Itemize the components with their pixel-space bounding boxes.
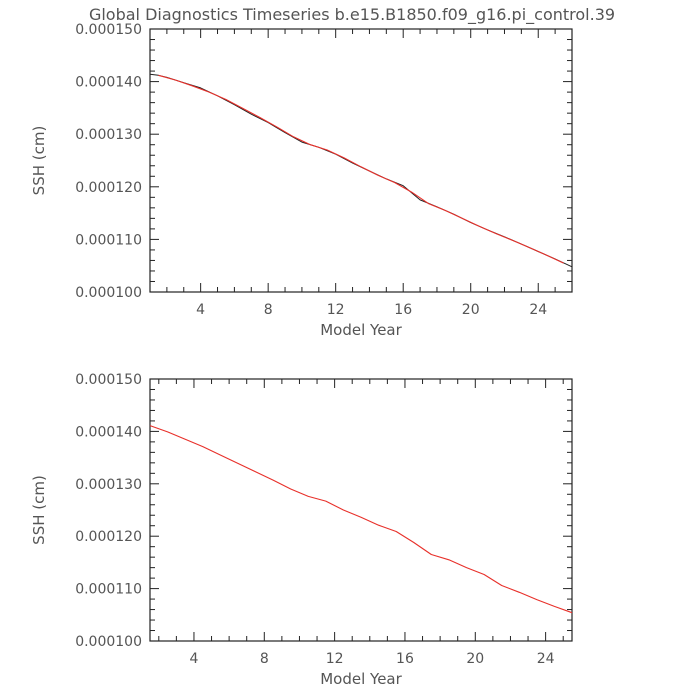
plot-frame <box>149 28 573 293</box>
y-tick-label: 0.000100 <box>75 285 142 301</box>
series-line-monthly <box>149 73 573 268</box>
x-tick-label: 20 <box>466 651 484 667</box>
x-tick-label: 16 <box>394 302 412 318</box>
x-tick-label: 8 <box>260 651 269 667</box>
y-tick-label: 0.000150 <box>75 372 142 388</box>
chart-panel-2: 4 8 12 16 20 24 0.000100 0.000110 0.000120 0.0001… <box>30 372 573 688</box>
plot-frame <box>149 378 573 642</box>
y-axis-title: SSH (cm) <box>30 475 48 545</box>
chart-title: Global Diagnostics Timeseries b.e15.B185… <box>89 5 615 25</box>
y-tick-label: 0.000120 <box>75 180 142 196</box>
x-tick-label: 4 <box>196 302 205 318</box>
y-tick-label: 0.000110 <box>75 232 142 248</box>
x-tick-label: 8 <box>264 302 273 318</box>
x-tick-label: 16 <box>396 651 414 667</box>
y-tick-label: 0.000140 <box>75 424 142 440</box>
y-axis-title: SSH (cm) <box>30 126 48 196</box>
y-tick-label: 0.000120 <box>75 529 142 545</box>
x-tick-label: 24 <box>537 651 555 667</box>
chart-panel-1: 4 8 12 16 20 24 0.000100 0.000110 0.000120 0.0001… <box>30 22 573 339</box>
x-axis-title: Model Year <box>320 670 402 688</box>
x-tick-label: 12 <box>326 651 344 667</box>
y-tick-label: 0.000130 <box>75 477 142 493</box>
series-line-annual <box>158 74 564 264</box>
y-tick-label: 0.000150 <box>75 22 142 38</box>
x-axis-title: Model Year <box>320 321 402 339</box>
x-tick-label: 20 <box>462 302 480 318</box>
y-tick-label: 0.000110 <box>75 582 142 598</box>
series-line-annual <box>149 425 573 614</box>
x-tick-label: 24 <box>529 302 547 318</box>
x-tick-label: 4 <box>189 651 198 667</box>
y-tick-label: 0.000140 <box>75 75 142 91</box>
y-tick-label: 0.000100 <box>75 634 142 650</box>
y-tick-label: 0.000130 <box>75 127 142 143</box>
x-tick-label: 12 <box>327 302 345 318</box>
